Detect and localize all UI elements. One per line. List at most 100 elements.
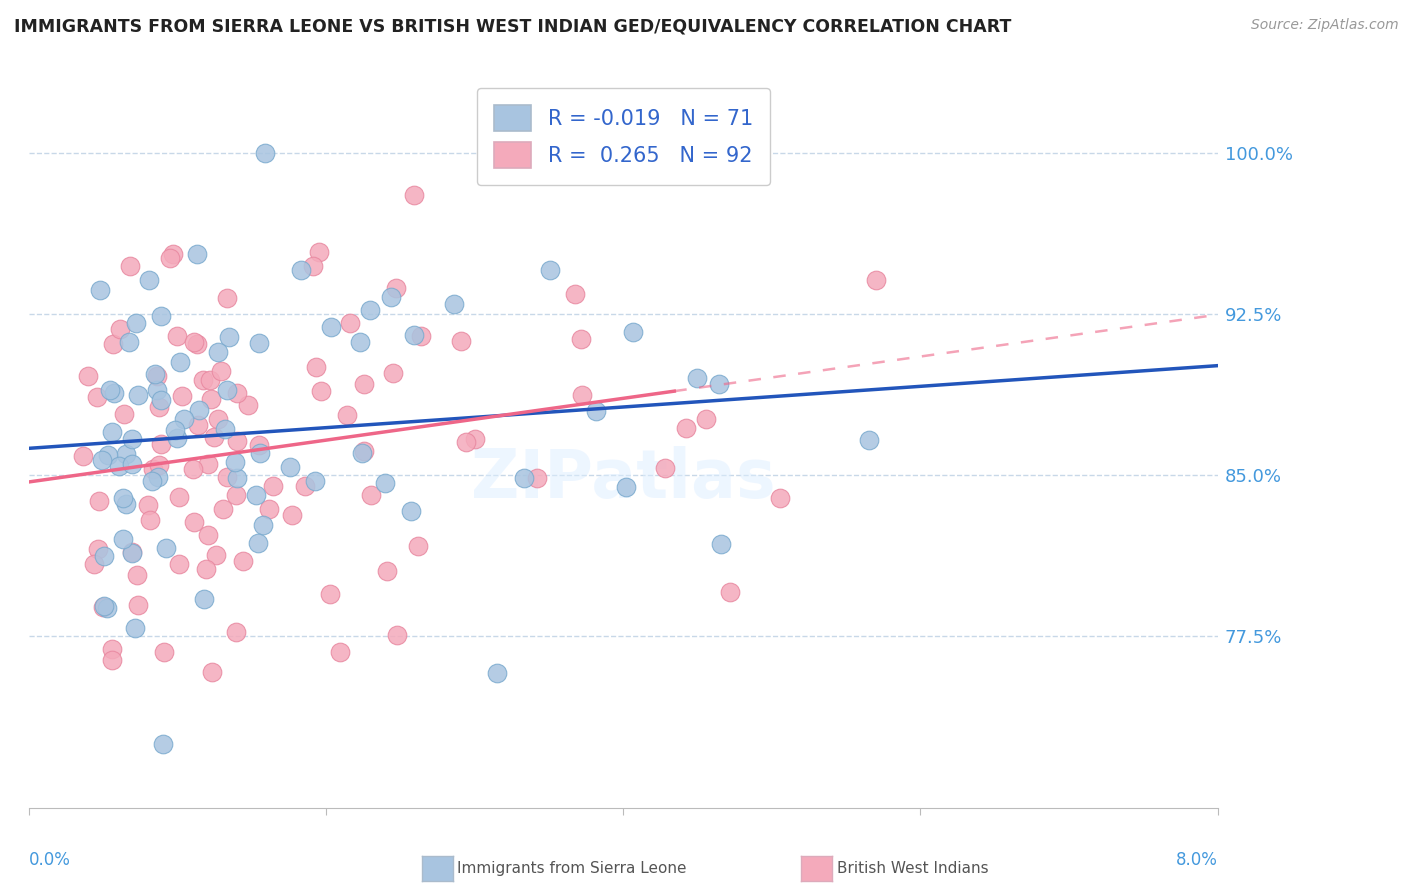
Point (858, 433, 880, 447)
Point (686, 371, 709, 385)
Point (148, 458, 170, 472)
Point (91, 599, 114, 614)
Point (614, 480, 637, 494)
Point (197, 457, 219, 471)
Point (236, 398, 259, 412)
Point (149, 309, 172, 323)
Point (93, 549, 115, 564)
Point (121, 432, 143, 446)
Point (183, 334, 205, 349)
Point (200, 392, 222, 407)
Point (127, 388, 149, 402)
Point (585, 403, 607, 417)
Point (142, 462, 165, 476)
Point (86, 390, 108, 404)
Point (571, 332, 593, 346)
Point (353, 377, 375, 392)
Point (224, 455, 246, 469)
Point (718, 585, 741, 599)
Point (83, 558, 105, 572)
Point (125, 567, 148, 582)
Point (146, 384, 169, 398)
Point (103, 385, 125, 400)
Text: ZIPatlas: ZIPatlas (471, 446, 776, 512)
Point (336, 408, 359, 422)
Point (513, 471, 536, 485)
Point (526, 471, 548, 485)
Point (195, 562, 218, 576)
Point (769, 491, 792, 505)
Point (202, 430, 225, 444)
Point (402, 187, 425, 202)
Point (112, 408, 135, 422)
Point (121, 457, 143, 471)
Point (214, 422, 236, 436)
Text: 8.0%: 8.0% (1175, 852, 1218, 870)
Point (91, 453, 114, 467)
Point (111, 532, 134, 546)
Point (225, 386, 247, 401)
Point (349, 335, 371, 350)
Point (538, 262, 561, 277)
Point (215, 291, 238, 305)
Point (186, 247, 208, 261)
Point (121, 546, 143, 560)
Point (225, 624, 247, 639)
Point (385, 281, 408, 295)
Point (101, 425, 124, 439)
Point (247, 536, 270, 550)
Point (404, 328, 426, 343)
Point (454, 434, 477, 449)
Point (169, 355, 191, 369)
Point (108, 322, 131, 336)
Point (209, 364, 232, 378)
Point (146, 470, 169, 484)
Point (247, 335, 270, 350)
Point (72, 449, 94, 463)
Point (359, 302, 381, 317)
Point (153, 645, 176, 659)
Point (486, 666, 509, 681)
Point (87, 541, 110, 556)
Point (628, 145, 651, 160)
Point (281, 508, 304, 523)
Point (387, 628, 409, 642)
Point (225, 488, 247, 502)
Point (124, 317, 146, 331)
Point (353, 443, 375, 458)
Point (212, 502, 235, 516)
Point (138, 273, 160, 287)
Text: 0.0%: 0.0% (30, 852, 70, 870)
Point (564, 286, 586, 301)
Point (101, 641, 124, 656)
Point (146, 368, 169, 383)
Point (226, 471, 249, 485)
Point (675, 421, 697, 435)
Point (304, 474, 326, 488)
Text: Source: ZipAtlas.com: Source: ZipAtlas.com (1251, 18, 1399, 32)
Point (197, 528, 219, 542)
Point (278, 459, 301, 474)
Point (166, 431, 188, 445)
Point (204, 548, 226, 562)
Point (115, 497, 138, 511)
Point (319, 587, 342, 601)
Point (141, 475, 163, 489)
Point (253, 145, 276, 160)
Point (121, 545, 143, 559)
Point (166, 329, 188, 343)
Point (252, 517, 274, 532)
Point (172, 389, 194, 403)
Point (167, 558, 190, 572)
Point (399, 504, 422, 518)
Point (159, 252, 181, 266)
Point (118, 335, 141, 350)
Point (183, 462, 205, 476)
Point (162, 247, 184, 261)
Point (138, 513, 160, 527)
Point (262, 479, 284, 493)
Point (152, 737, 174, 751)
Point (654, 461, 676, 475)
Point (101, 653, 124, 667)
Point (450, 334, 472, 348)
